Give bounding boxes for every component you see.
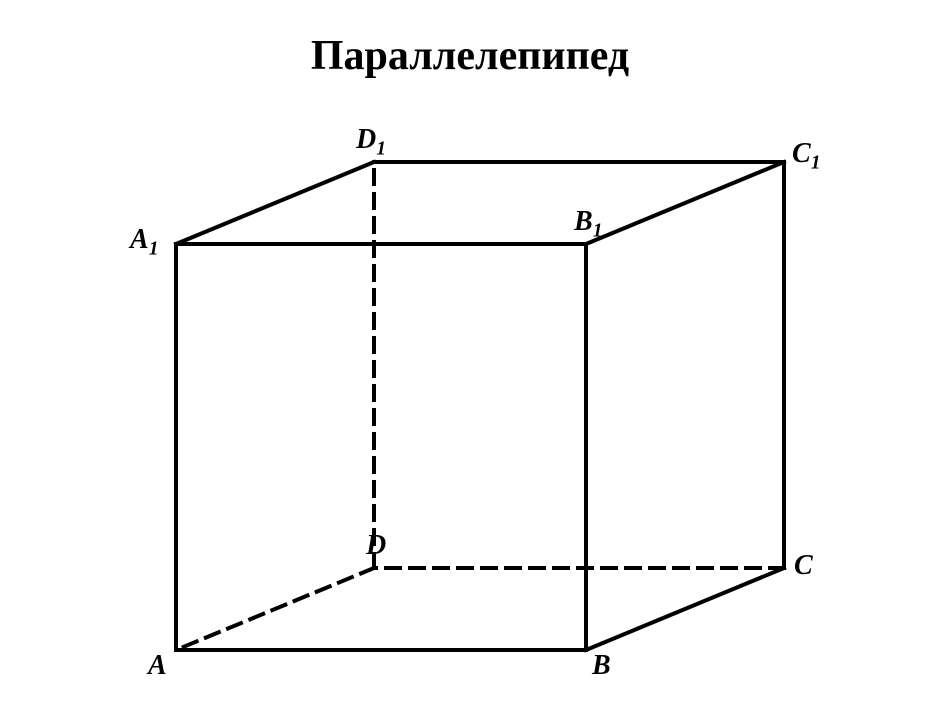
vertex-label-C: C [794,550,813,582]
parallelepiped-svg [150,120,810,680]
vertex-label-A1: A1 [130,224,158,261]
vertex-label-D: D [366,530,386,562]
page-title: Параллелепипед [0,32,940,80]
edge-D1-A1 [176,162,374,244]
parallelepiped-diagram: ABCDA1B1C1D1 [150,120,810,680]
vertex-label-B: B [592,650,611,682]
vertex-label-D1: D1 [356,124,386,161]
edges-group [176,162,784,650]
vertex-label-C1: C1 [792,138,820,175]
edge-D-A [176,568,374,650]
edge-B1-C1 [586,162,784,244]
edge-B-C [586,568,784,650]
vertex-label-A: A [148,650,167,682]
vertex-label-B1: B1 [574,206,602,243]
